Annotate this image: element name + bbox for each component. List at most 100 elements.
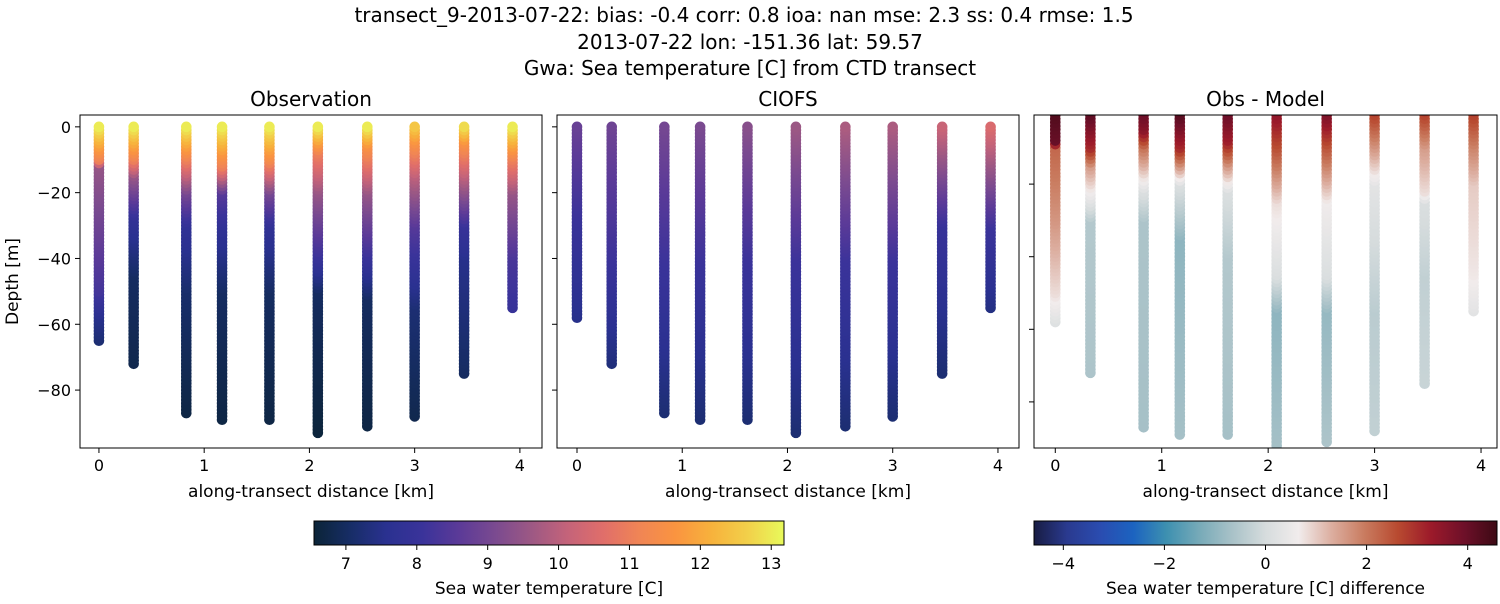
data-point bbox=[1138, 115, 1149, 121]
axes-frame bbox=[556, 114, 1020, 449]
x-tick-label: 3 bbox=[410, 456, 420, 475]
x-tick-label: 4 bbox=[515, 456, 525, 475]
station-column-9 bbox=[1468, 115, 1479, 317]
colorbar-tick-label: 7 bbox=[341, 554, 351, 573]
data-point bbox=[1174, 115, 1186, 121]
x-tick-label: 1 bbox=[1157, 456, 1167, 475]
data-point bbox=[409, 121, 420, 133]
y-tick-label: 0 bbox=[61, 118, 71, 137]
data-point bbox=[180, 121, 192, 133]
data-point bbox=[1222, 115, 1234, 121]
data-point bbox=[606, 121, 618, 133]
station-column-7 bbox=[409, 121, 420, 422]
colorbar-label: Sea water temperature [C] difference bbox=[1106, 579, 1425, 599]
colorbar-tick-label: 0 bbox=[1260, 554, 1270, 573]
colorbar-tick-label: −4 bbox=[1052, 554, 1076, 573]
station-column-6 bbox=[362, 121, 373, 432]
data-point bbox=[790, 121, 802, 133]
x-axis-label: along-transect distance [km] bbox=[1143, 482, 1389, 502]
data-point bbox=[312, 121, 324, 133]
scatter-points bbox=[1049, 115, 1479, 448]
data-point bbox=[216, 121, 228, 133]
station-column-8 bbox=[936, 121, 948, 379]
colorbar-gradient bbox=[1033, 520, 1498, 546]
x-tick-label: 4 bbox=[1476, 456, 1486, 475]
data-point bbox=[936, 121, 948, 133]
data-point bbox=[571, 121, 583, 133]
station-column-6 bbox=[840, 121, 851, 432]
x-tick-label: 0 bbox=[94, 456, 104, 475]
x-tick-label: 1 bbox=[677, 456, 687, 475]
station-column-3 bbox=[216, 121, 228, 426]
x-tick-label: 2 bbox=[1263, 456, 1273, 475]
data-point bbox=[659, 121, 670, 133]
data-point bbox=[1468, 115, 1479, 121]
station-column-2 bbox=[659, 121, 670, 419]
station-column-0 bbox=[93, 121, 105, 347]
data-point bbox=[985, 121, 996, 133]
x-tick-label: 0 bbox=[572, 456, 582, 475]
colorbar-1: −4 −2 0 2 4 Sea water temperature [C] differe… bbox=[1033, 520, 1498, 599]
data-point bbox=[840, 121, 851, 133]
station-column-2 bbox=[1138, 115, 1149, 433]
y-tick-label: −40 bbox=[37, 249, 71, 268]
data-point bbox=[1271, 115, 1282, 121]
station-column-3 bbox=[1174, 115, 1186, 440]
x-tick-label: 1 bbox=[199, 456, 209, 475]
station-column-1 bbox=[606, 121, 618, 370]
colorbar-label: Sea water temperature [C] bbox=[435, 579, 663, 599]
panel-1: CIOFS 0 1 2 3 4 along-transect distance [km] bbox=[552, 87, 1020, 502]
data-point bbox=[887, 121, 899, 133]
x-tick-label: 4 bbox=[993, 456, 1003, 475]
y-tick-label: −80 bbox=[37, 381, 71, 400]
colorbar-tick-label: 2 bbox=[1361, 554, 1371, 573]
station-column-0 bbox=[571, 121, 583, 323]
scatter-points bbox=[571, 121, 996, 439]
x-tick-label: 3 bbox=[888, 456, 898, 475]
axes-frame bbox=[79, 114, 543, 449]
y-axis-label: Depth [m] bbox=[3, 238, 23, 325]
station-column-7 bbox=[1369, 115, 1380, 437]
colorbar-tick-label: 13 bbox=[761, 554, 781, 573]
figure-title-line-1: transect_9-2013-07-22: bias: -0.4 corr: … bbox=[354, 3, 1133, 27]
data-point bbox=[362, 121, 373, 133]
x-tick-label: 3 bbox=[1370, 456, 1380, 475]
panel-title: Obs - Model bbox=[1206, 87, 1325, 111]
station-column-7 bbox=[887, 121, 899, 422]
station-column-5 bbox=[790, 121, 802, 439]
x-axis-label: along-transect distance [km] bbox=[188, 482, 434, 502]
station-column-4 bbox=[264, 121, 275, 426]
data-point bbox=[1369, 115, 1380, 121]
x-tick-label: 2 bbox=[782, 456, 792, 475]
colorbar-tick-label: 4 bbox=[1463, 554, 1473, 573]
figure-title-line-3: Gwa: Sea temperature [C] from CTD transe… bbox=[524, 56, 976, 80]
colorbar-tick-label: 10 bbox=[548, 554, 568, 573]
colorbar-0: 7 8 9 10 11 12 13 Sea water temperature [C] bbox=[313, 520, 785, 599]
panel-title: Observation bbox=[250, 87, 372, 111]
data-point bbox=[1321, 115, 1332, 121]
station-column-5 bbox=[1271, 115, 1282, 448]
station-column-6 bbox=[1321, 115, 1333, 448]
y-tick-label: −60 bbox=[37, 315, 71, 334]
station-column-5 bbox=[312, 121, 324, 439]
station-column-8 bbox=[458, 121, 470, 379]
x-axis-label: along-transect distance [km] bbox=[665, 482, 911, 502]
station-column-1 bbox=[128, 121, 139, 370]
scatter-points bbox=[93, 121, 518, 439]
colorbar-tick-label: 11 bbox=[619, 554, 639, 573]
station-column-2 bbox=[180, 121, 192, 419]
station-column-4 bbox=[742, 121, 753, 426]
x-tick-label: 0 bbox=[1050, 456, 1060, 475]
station-column-9 bbox=[985, 121, 996, 314]
colorbar-tick-label: 9 bbox=[483, 554, 493, 573]
data-point bbox=[1419, 115, 1430, 121]
y-tick-label: −20 bbox=[37, 184, 71, 203]
panel-0: Observation 0 1 2 3 4 0 −20 −40 −60 −80 along-trans… bbox=[3, 87, 543, 502]
colorbar-gradient bbox=[313, 520, 785, 546]
data-point bbox=[507, 121, 518, 133]
station-column-9 bbox=[507, 121, 518, 314]
panel-2: Obs - Model 0 1 2 3 4 along-transect distance … bbox=[1029, 87, 1498, 502]
colorbar-tick-label: −2 bbox=[1153, 554, 1177, 573]
axes-frame bbox=[1033, 114, 1498, 449]
